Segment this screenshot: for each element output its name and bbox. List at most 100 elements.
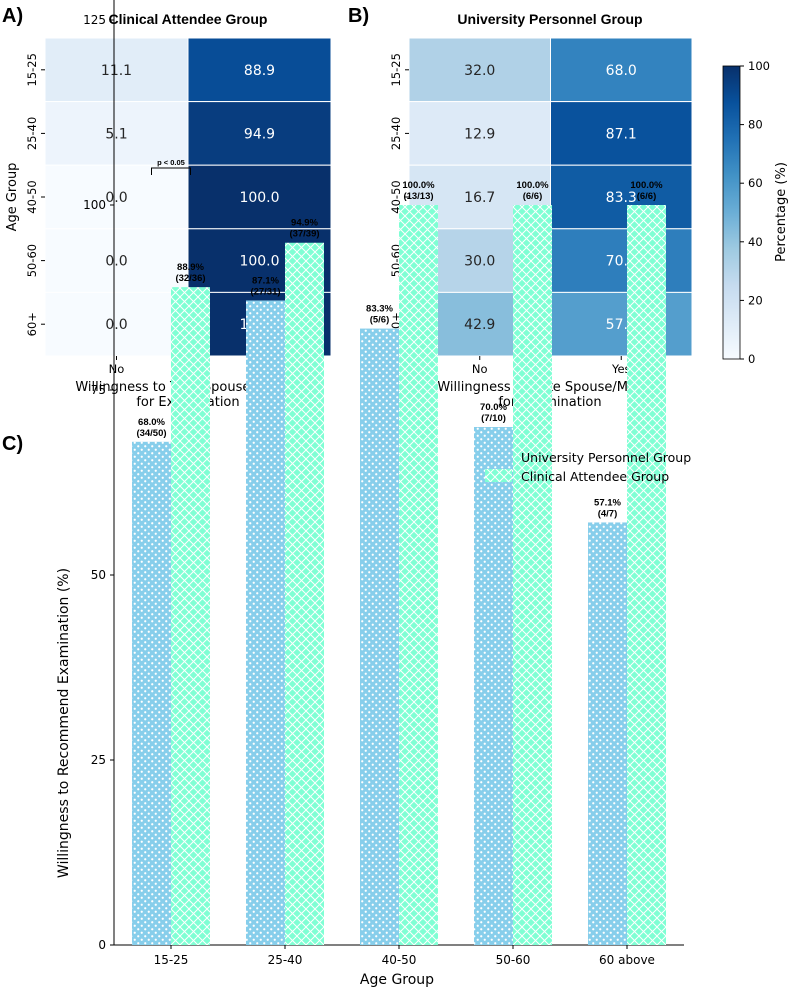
bar-label-percent: 70.0% (480, 402, 507, 413)
legend-label-university: University Personnel Group (521, 450, 691, 465)
legend-label-clinical: Clinical Attendee Group (521, 469, 669, 484)
bar-label-percent: 87.1% (252, 275, 279, 286)
bar-clinical (399, 205, 438, 945)
heatmap-a-cell-label: 100.0 (239, 254, 279, 270)
heatmap-b-cell (550, 291, 693, 357)
y-tick-label: 100 (83, 198, 106, 212)
bar-label-percent: 68.0% (138, 417, 165, 428)
bar-university (360, 328, 399, 946)
heatmap-b-cell-label: 30.0 (464, 254, 495, 270)
heatmap-b-cell (408, 37, 551, 103)
colorbar-tick-label: 100 (748, 59, 770, 73)
heatmap-a-row-label: 60+ (25, 312, 39, 336)
heatmap-a-cell-label: 11.1 (101, 63, 132, 79)
heatmap-a-cell-label: 88.9 (244, 63, 275, 79)
heatmap-a-row-label: 50-60 (25, 244, 39, 277)
bar-label-count: (34/50) (136, 428, 166, 439)
colorbar-tick-label: 60 (748, 176, 763, 190)
heatmap-a-row-label: 40-50 (25, 180, 39, 213)
heatmap-b-col-label: No (472, 362, 488, 376)
heatmap-a-cell (44, 291, 189, 357)
x-tick-label: 25-40 (268, 953, 303, 967)
bar-label-count: (5/6) (370, 315, 390, 326)
colorbar-tick-label: 40 (748, 235, 763, 249)
bar-label-count: (27/31) (250, 286, 280, 297)
heatmap-b-title: University Personnel Group (457, 11, 642, 27)
heatmap-a-cell-label: 0.0 (105, 317, 127, 333)
panel-label-b: B) (348, 5, 369, 27)
colorbar-tick-label: 20 (748, 293, 763, 307)
bar-label-percent: 100.0% (516, 180, 549, 191)
x-tick-label: 15-25 (154, 953, 189, 967)
y-tick-label: 25 (91, 753, 106, 767)
bar-label-percent: 100.0% (402, 180, 435, 191)
heatmap-a: 11.1 88.9 15-25 5.1 94.9 25-40 0.0 100.0 40-50 0.… (25, 37, 332, 376)
heatmap-b-cell-label: 83.3 (606, 190, 637, 206)
bar-label-count: (6/6) (523, 191, 543, 202)
significance-bracket (151, 167, 191, 175)
y-tick-label: 75 (91, 383, 106, 397)
heatmap-b-row-label: 25-40 (389, 117, 403, 150)
legend: University Personnel Group Clinical Atte… (485, 450, 691, 484)
y-tick-label: 0 (98, 938, 106, 952)
bar-label-count: (32/36) (175, 273, 205, 284)
heatmap-b-cell-label: 68.0 (606, 63, 637, 79)
colorbar-label: Percentage (%) (774, 162, 789, 262)
heatmap-b-cell (550, 37, 693, 103)
bar-label-count: (4/7) (598, 508, 618, 519)
heatmap-b-cell (550, 101, 693, 166)
heatmap-a-cell (44, 37, 189, 103)
bar-university (588, 522, 627, 945)
heatmap-b-cell-label: 12.9 (464, 126, 495, 142)
y-tick-label: 50 (91, 568, 106, 582)
heatmap-b-col-label: Yes (611, 362, 631, 376)
heatmap-b-cell (550, 164, 693, 230)
bar-label-count: (7/10) (481, 413, 506, 424)
heatmap-a-cell-label: 5.1 (105, 126, 127, 142)
heatmap-a-cell (187, 101, 332, 166)
bar-clinical (513, 205, 552, 945)
legend-swatch-university (485, 451, 512, 464)
bar-label-count: (6/6) (637, 191, 657, 202)
bar-label-percent: 57.1% (594, 497, 621, 508)
heatmap-b-row-label: 15-25 (389, 53, 403, 86)
heatmap-a-row-label: 15-25 (25, 53, 39, 86)
bar-chart-ylabel: Willingness to Recommend Examination (%) (56, 568, 72, 878)
bar-label-percent: 94.9% (291, 218, 318, 229)
panel-label-a: A) (2, 5, 23, 27)
heatmap-b-cell (408, 101, 551, 166)
x-tick-label: 60 above (599, 953, 655, 967)
colorbar-tick-label: 80 (748, 118, 763, 132)
bar-clinical (627, 205, 666, 945)
bar-label-percent: 88.9% (177, 262, 204, 273)
bar-university (132, 441, 171, 945)
heatmap-a-cell (44, 228, 189, 293)
heatmap-a-cell-label: 0.0 (105, 254, 127, 270)
y-tick-label: 125 (83, 13, 106, 27)
heatmap-b-cell (550, 228, 693, 293)
x-tick-label: 40-50 (382, 953, 417, 967)
colorbar-gradient (722, 65, 741, 360)
heatmap-b-cell-label: 32.0 (464, 63, 495, 79)
bar-chart-xlabel: Age Group (360, 972, 434, 988)
bar-clinical (285, 242, 324, 946)
heatmap-b-cell-label: 42.9 (464, 317, 495, 333)
heatmap-a-row-label: 25-40 (25, 117, 39, 150)
colorbar: 0 20 40 60 80 100 (722, 59, 770, 366)
bar-label-count: (37/39) (289, 229, 319, 240)
heatmap-a-cell (187, 164, 332, 230)
heatmap-a-col-label: No (109, 362, 125, 376)
heatmap-a-ylabel: Age Group (5, 163, 20, 232)
bar-university (246, 300, 285, 946)
bar-label-count: (13/13) (403, 191, 433, 202)
bar-chart-c: 025507510012515017515-2568.0%(34/50)88.9… (83, 0, 684, 967)
heatmap-a-cell-label: 100.0 (239, 190, 279, 206)
heatmap-a-cell-label: 94.9 (244, 126, 275, 142)
significance-label: p < 0.05 (157, 158, 185, 167)
legend-swatch-clinical (485, 469, 512, 482)
heatmap-a-cell-label: 0.0 (105, 190, 127, 206)
bar-clinical (171, 287, 210, 945)
x-tick-label: 50-60 (496, 953, 531, 967)
bar-label-percent: 100.0% (630, 180, 663, 191)
heatmap-a-title: Clinical Attendee Group (109, 11, 268, 27)
